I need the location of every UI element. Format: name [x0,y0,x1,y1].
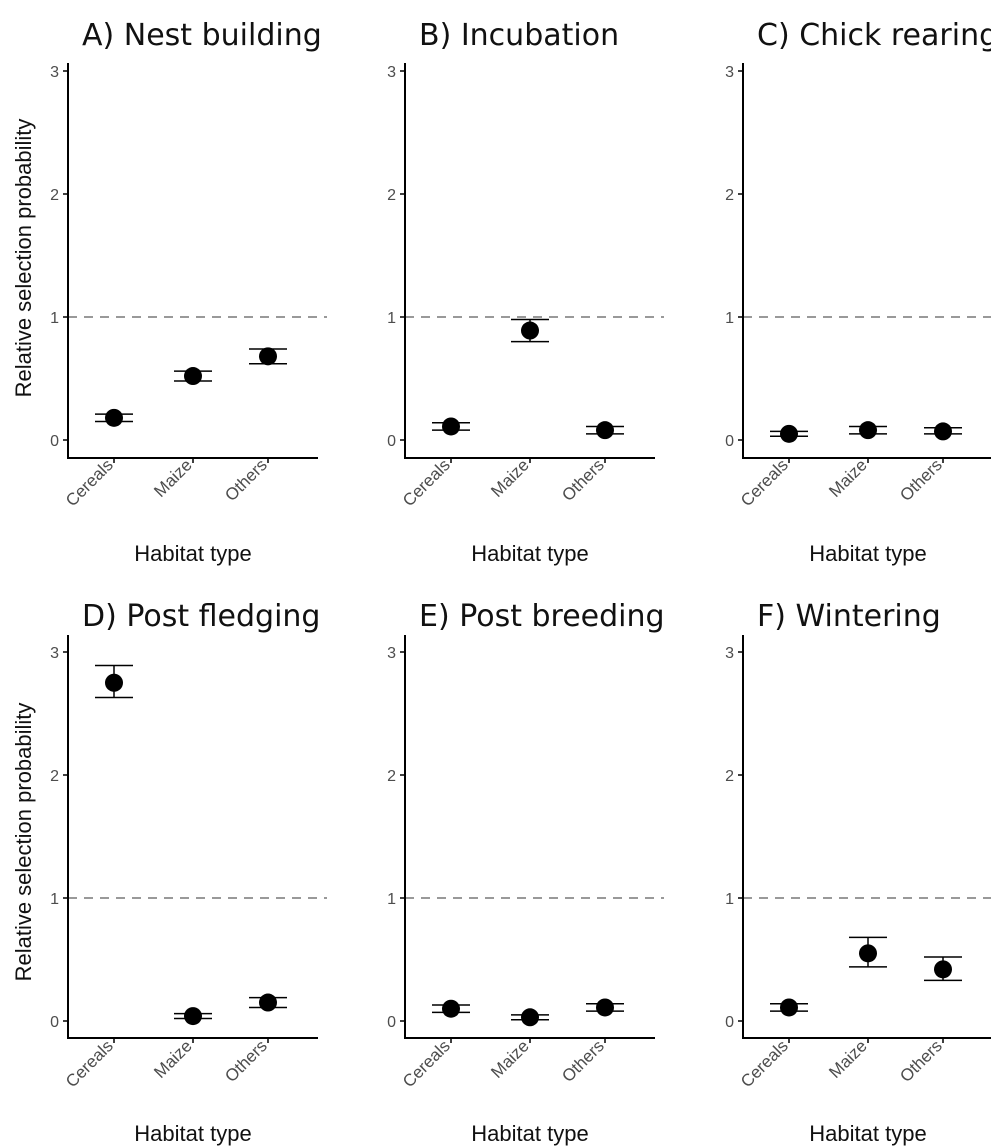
y-tick-label: 3 [50,64,59,81]
y-tick-label: 0 [50,433,59,450]
data-point [521,1008,539,1027]
y-tick-label: 1 [725,891,734,908]
panel-title: F) Wintering [757,599,941,634]
x-tick-label: Cereals [62,1036,117,1091]
y-tick-label: 2 [50,187,59,204]
x-tick-label: Others [896,1036,946,1086]
y-tick-label: 3 [725,645,734,662]
panel-title: A) Nest building [82,18,322,53]
x-axis-title: Habitat type [134,1121,251,1146]
y-tick-label: 1 [50,891,59,908]
x-tick-label: Maize [150,1036,196,1082]
x-tick-label: Cereals [737,1036,792,1091]
x-axis-title: Habitat type [134,541,251,566]
y-tick-label: 0 [387,433,396,450]
y-tick-label: 1 [387,891,396,908]
x-tick-label: Cereals [737,455,792,510]
x-tick-label: Cereals [399,1036,454,1091]
panel-title: B) Incubation [419,18,619,53]
panel-title: C) Chick rearing [757,18,991,53]
data-point [105,673,123,692]
x-tick-label: Maize [487,1036,533,1082]
y-tick-label: 0 [50,1014,59,1031]
data-point [596,421,614,440]
y-tick-label: 1 [50,310,59,327]
panel-title: E) Post breeding [419,599,665,634]
panel-5: E) Post breeding 0 1 2 3 Cereals Maize Others Ha… [387,599,664,1146]
panel-4: D) Post fledging 0 1 2 3 Cereals Maize Others Ha… [11,599,327,1146]
x-axis-title: Habitat type [471,1121,588,1146]
data-point [859,944,877,963]
y-tick-label: 2 [50,768,59,785]
panel-3: C) Chick rearing 0 1 2 3 Cereals Maize Others Ha… [725,18,991,566]
y-tick-label: 1 [387,310,396,327]
x-tick-label: Others [221,455,271,505]
x-tick-label: Others [558,1036,608,1086]
y-tick-label: 2 [387,768,396,785]
panel-title: D) Post fledging [82,599,320,634]
data-point [780,998,798,1017]
panel-6: F) Wintering 0 1 2 3 Cereals Maize Others Habita… [725,599,991,1146]
x-axis-title: Habitat type [471,541,588,566]
y-tick-label: 3 [387,645,396,662]
data-point [184,367,202,386]
y-tick-label: 2 [725,768,734,785]
panel-2: B) Incubation 0 1 2 3 Cereals Maize Others Habit… [387,18,664,566]
data-point [259,347,277,366]
y-tick-label: 2 [387,187,396,204]
x-axis-title: Habitat type [809,1121,926,1146]
x-tick-label: Cereals [62,455,117,510]
x-tick-label: Maize [150,455,196,501]
y-tick-label: 3 [725,64,734,81]
y-tick-label: 0 [387,1014,396,1031]
data-point [442,999,460,1018]
x-tick-label: Maize [487,455,533,501]
data-point [442,417,460,436]
y-tick-label: 0 [725,1014,734,1031]
panel-1: A) Nest building 0 1 2 3 Cereals Maize Others Ha… [11,18,327,566]
data-point [596,998,614,1017]
x-tick-label: Cereals [399,455,454,510]
x-tick-label: Others [221,1036,271,1086]
data-point [934,960,952,979]
data-point [521,321,539,340]
x-axis-title: Habitat type [809,541,926,566]
data-point [780,424,798,443]
data-point [184,1007,202,1026]
y-axis-title: Relative selection probability [11,119,36,398]
y-tick-label: 3 [50,645,59,662]
data-point [859,421,877,440]
y-tick-label: 1 [725,310,734,327]
y-tick-label: 3 [387,64,396,81]
x-tick-label: Maize [825,455,871,501]
data-point [934,422,952,441]
x-tick-label: Maize [825,1036,871,1082]
y-axis-title: Relative selection probability [11,703,36,982]
data-point [259,993,277,1012]
x-tick-label: Others [896,455,946,505]
y-tick-label: 2 [725,187,734,204]
data-point [105,408,123,427]
x-tick-label: Others [558,455,608,505]
y-tick-label: 0 [725,433,734,450]
